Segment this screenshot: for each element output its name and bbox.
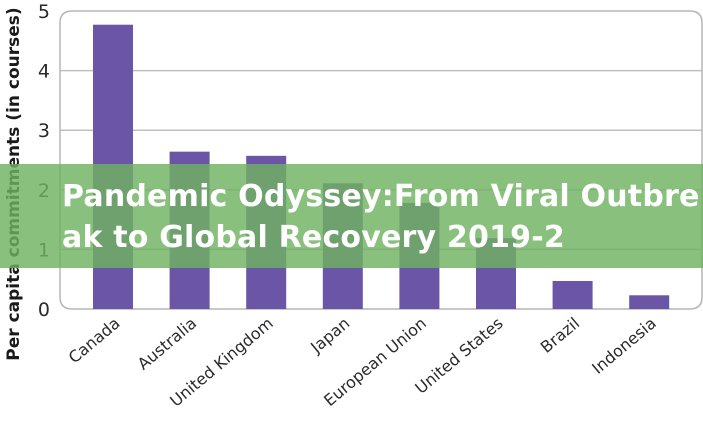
y-tick-label: 5 xyxy=(38,1,50,23)
bar-indonesia xyxy=(629,295,670,309)
plot-frame xyxy=(59,10,703,310)
x-tick-label: Australia xyxy=(134,314,200,374)
x-tick-label: Japan xyxy=(306,314,353,358)
y-tick-label: 0 xyxy=(38,299,50,321)
x-tick-label: Indonesia xyxy=(588,314,659,378)
y-tick-label: 3 xyxy=(38,120,50,142)
x-tick-label: Brazil xyxy=(537,314,583,357)
title-banner xyxy=(0,164,703,268)
banner-title: Pandemic Odyssey:From Viral Outbreak to … xyxy=(62,179,700,255)
y-axis-ticks: 012345 xyxy=(38,1,50,321)
x-tick-label: Canada xyxy=(65,314,124,368)
bar-brazil xyxy=(552,280,593,309)
y-tick-label: 4 xyxy=(38,61,50,83)
